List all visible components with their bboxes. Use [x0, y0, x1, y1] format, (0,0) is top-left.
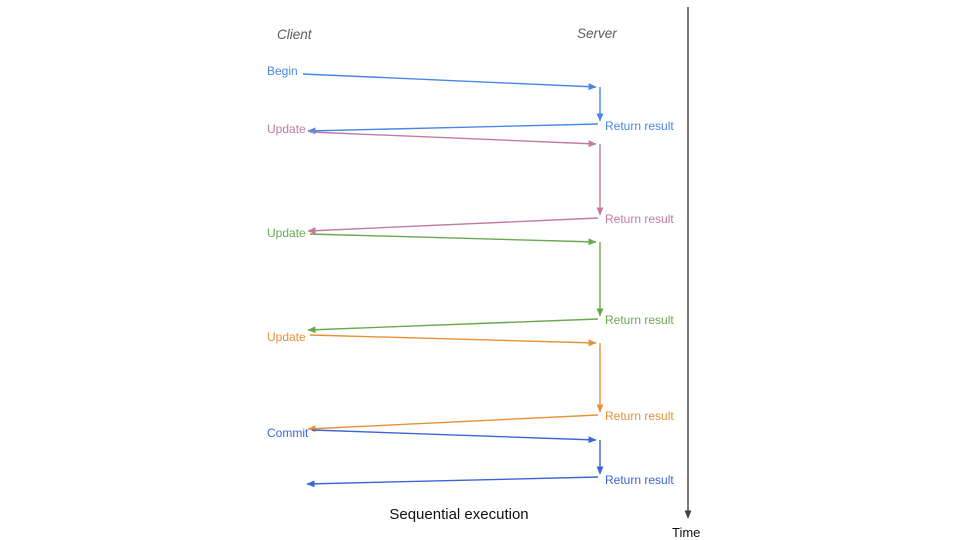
- request-arrow-update-1: [309, 131, 597, 148]
- reply-arrow-update-2: [307, 318, 599, 334]
- reply-arrow-update-3: [307, 414, 599, 433]
- server-column-header: Server: [577, 26, 617, 41]
- message-label-commit: Commit: [267, 426, 309, 440]
- return-result-label-begin: Return result: [605, 119, 674, 133]
- client-column-header: Client: [277, 27, 312, 42]
- message-label-update-1: Update: [267, 122, 306, 136]
- reply-arrow-commit: [306, 476, 599, 488]
- return-result-label-update-1: Return result: [605, 212, 674, 226]
- reply-arrow-begin: [307, 123, 599, 135]
- return-result-label-update-3: Return result: [605, 409, 674, 423]
- request-arrow-update-3: [309, 334, 597, 347]
- return-result-label-update-2: Return result: [605, 313, 674, 327]
- reply-arrow-update-1: [307, 217, 599, 235]
- request-arrow-begin: [302, 73, 597, 91]
- diagram-title: Sequential execution: [389, 506, 529, 523]
- message-label-update-2: Update: [267, 226, 306, 240]
- message-label-begin: Begin: [267, 64, 298, 78]
- message-label-update-3: Update: [267, 330, 306, 344]
- return-result-label-commit: Return result: [605, 473, 674, 487]
- request-arrow-commit: [311, 429, 597, 444]
- time-axis-label: Time: [672, 525, 701, 540]
- request-arrow-update-2: [309, 233, 597, 246]
